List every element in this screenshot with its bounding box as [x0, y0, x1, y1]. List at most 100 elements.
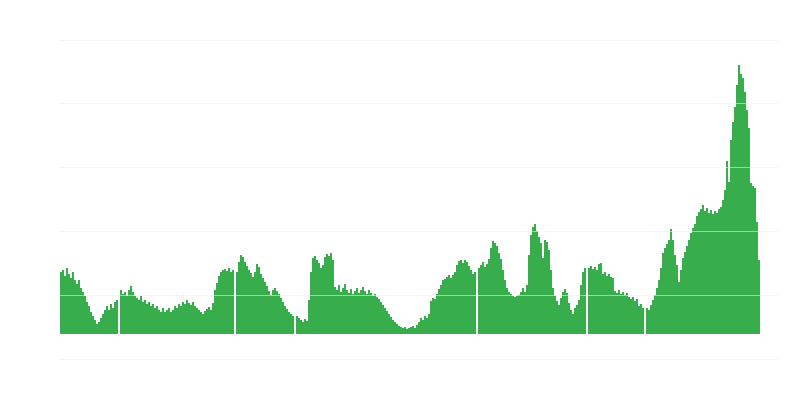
chart-bar: [348, 293, 350, 334]
chart-bar: [140, 296, 142, 334]
chart-bar: [340, 292, 342, 334]
chart-bar: [508, 292, 510, 334]
chart-bar: [248, 270, 250, 334]
chart-bar: [332, 260, 334, 334]
chart-bar: [298, 318, 300, 334]
chart-bar: [518, 295, 520, 334]
chart-bar: [120, 290, 122, 334]
chart-bar: [576, 305, 578, 334]
chart-bar: [84, 296, 86, 334]
chart-bar: [618, 290, 620, 334]
chart-bar: [68, 274, 70, 334]
chart-bar: [664, 248, 666, 334]
chart-bar: [662, 253, 664, 334]
chart-bar: [642, 308, 644, 334]
chart-bar: [188, 303, 190, 334]
chart-bar: [192, 302, 194, 334]
chart-bar: [358, 293, 360, 334]
chart-bar: [274, 288, 276, 334]
chart-bar: [568, 303, 570, 334]
chart-bar: [194, 306, 196, 334]
chart-bar: [168, 308, 170, 334]
chart-bar: [182, 302, 184, 334]
chart-bar: [214, 290, 216, 334]
chart-bar: [694, 224, 696, 334]
chart-bar: [588, 268, 590, 334]
chart-bar: [266, 286, 268, 334]
chart-bar: [696, 216, 698, 334]
chart-bar: [104, 310, 106, 334]
gridline: [60, 359, 778, 360]
chart-bar: [136, 298, 138, 334]
chart-bar: [390, 317, 392, 334]
chart-bar: [544, 240, 546, 334]
chart-bar: [154, 308, 156, 334]
chart-bar: [408, 328, 410, 334]
chart-bar: [706, 208, 708, 334]
chart-bar: [746, 110, 748, 334]
chart-bar: [80, 288, 82, 334]
chart-bar: [246, 266, 248, 334]
chart-bar: [712, 214, 714, 334]
chart-bar: [466, 262, 468, 334]
chart-bar: [322, 265, 324, 334]
chart-bar: [304, 319, 306, 334]
chart-bar: [244, 262, 246, 334]
chart-bar: [402, 328, 404, 334]
chart-bar: [100, 318, 102, 334]
chart-bar: [386, 311, 388, 334]
chart-bar: [690, 233, 692, 334]
chart-bar: [470, 270, 472, 334]
chart-bar: [594, 267, 596, 334]
chart-bar: [378, 299, 380, 334]
chart-bar: [704, 211, 706, 334]
chart-bar: [484, 267, 486, 334]
chart-bar: [142, 302, 144, 334]
chart-bar: [392, 320, 394, 334]
chart-bar: [184, 304, 186, 334]
chart-bar: [302, 322, 304, 334]
chart-bar: [148, 302, 150, 334]
chart-bar: [72, 272, 74, 334]
chart-bar: [66, 268, 68, 334]
chart-bar: [216, 283, 218, 334]
chart-bar: [458, 261, 460, 334]
chart-bar: [170, 312, 172, 334]
chart-bar: [232, 270, 234, 334]
chart-bar: [740, 74, 742, 334]
chart-bar: [330, 253, 332, 334]
chart-bar: [352, 294, 354, 334]
chart-bar: [716, 213, 718, 334]
chart-bar: [316, 260, 318, 334]
chart-bar: [698, 212, 700, 334]
chart-bar: [238, 262, 240, 334]
chart-bar: [722, 200, 724, 334]
chart-bar: [602, 274, 604, 334]
chart-bar: [64, 276, 66, 334]
chart-bar: [206, 309, 208, 334]
chart-bar: [626, 293, 628, 334]
chart-bar: [682, 258, 684, 334]
chart-bar: [108, 310, 110, 334]
chart-bar: [200, 312, 202, 334]
chart-bar: [300, 320, 302, 334]
chart-bar: [622, 292, 624, 334]
chart-bar: [362, 287, 364, 334]
chart-bar: [494, 243, 496, 334]
chart-bar: [678, 282, 680, 334]
chart-bar: [70, 278, 72, 334]
chart-bar: [666, 244, 668, 334]
chart-bar: [280, 298, 282, 334]
chart-bar: [522, 288, 524, 334]
chart-bar: [384, 308, 386, 334]
chart-bar: [676, 265, 678, 334]
chart-bar: [438, 289, 440, 334]
chart-bar: [732, 122, 734, 334]
chart-bar: [196, 308, 198, 334]
chart-bar: [658, 280, 660, 334]
chart-bar: [110, 304, 112, 334]
chart-bar: [730, 140, 732, 334]
chart-bar: [180, 306, 182, 334]
chart-bar: [270, 295, 272, 334]
chart-bar: [410, 327, 412, 334]
